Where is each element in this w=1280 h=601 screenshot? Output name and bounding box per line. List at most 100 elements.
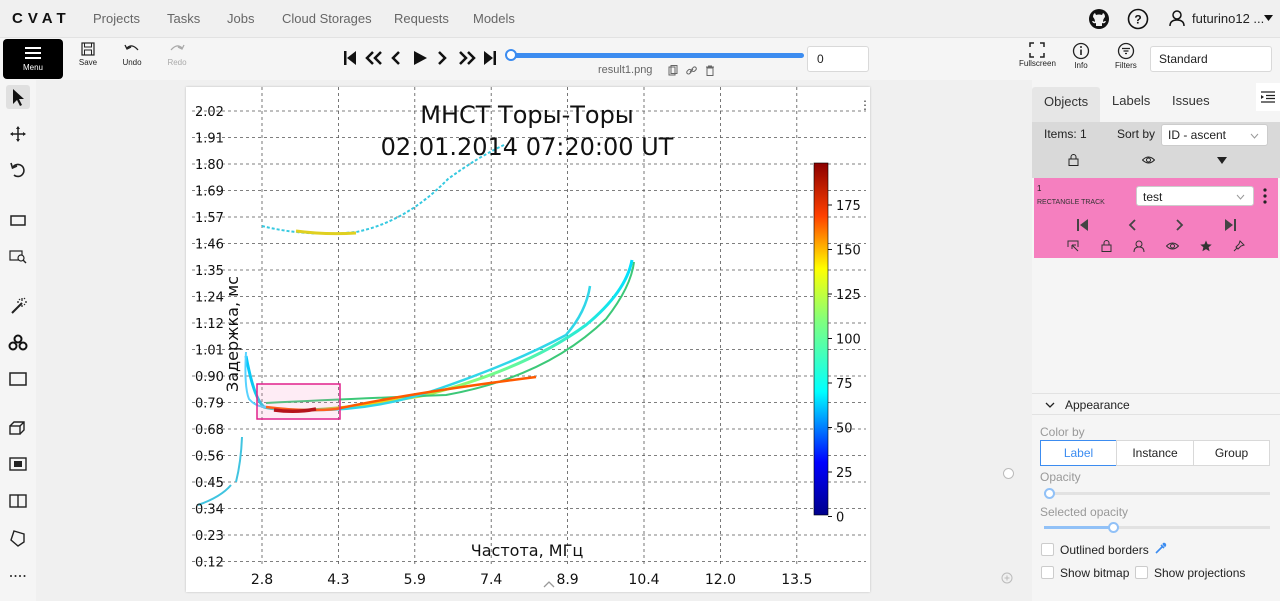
expand-panel-icon[interactable] — [541, 578, 557, 590]
first-frame-icon[interactable] — [343, 50, 357, 66]
next-keyframe-icon[interactable] — [1176, 219, 1184, 231]
move-tool[interactable] — [6, 122, 30, 146]
color-picker-icon[interactable] — [1154, 542, 1167, 555]
user-menu-caret-icon[interactable] — [1264, 15, 1273, 21]
visibility-icon[interactable] — [1166, 241, 1179, 251]
setup-tag-tool[interactable] — [6, 452, 30, 476]
next-frame-icon[interactable] — [436, 50, 448, 66]
split-track-tool[interactable] — [6, 489, 30, 513]
hamburger-icon — [25, 47, 41, 59]
nav-requests[interactable]: Requests — [394, 11, 449, 26]
sort-select[interactable]: ID - ascent — [1161, 124, 1268, 146]
magic-wand-tool[interactable] — [6, 294, 30, 318]
object-menu-icon[interactable] — [1262, 188, 1268, 204]
fit-image-tool[interactable] — [6, 208, 30, 232]
object-label-select[interactable]: test — [1136, 186, 1254, 206]
cvat-logo[interactable]: CVAT — [12, 10, 71, 27]
chevron-down-icon — [1236, 194, 1245, 200]
nav-projects[interactable]: Projects — [93, 11, 140, 26]
username[interactable]: futurino12 ... — [1192, 11, 1265, 26]
lock-icon[interactable] — [1101, 240, 1112, 252]
pin-icon[interactable] — [1233, 240, 1245, 252]
zoom-slider-handle[interactable] — [1003, 468, 1014, 479]
play-icon[interactable] — [412, 50, 428, 66]
frame-slider-handle[interactable] — [505, 49, 517, 61]
opacity-label: Opacity — [1040, 470, 1081, 484]
cursor-tool[interactable] — [6, 85, 30, 109]
nav-jobs[interactable]: Jobs — [227, 11, 255, 26]
zoom-in-icon[interactable] — [1001, 572, 1013, 584]
collapse-sidebar-button[interactable] — [1256, 83, 1280, 111]
object-item[interactable]: 1 RECTANGLE TRACK test — [1034, 178, 1278, 258]
object-type: RECTANGLE TRACK — [1037, 199, 1105, 206]
fast-forward-icon[interactable] — [457, 50, 477, 66]
link-icon[interactable] — [686, 65, 697, 76]
save-button[interactable]: Save — [70, 42, 106, 67]
color-by-label-option[interactable]: Label — [1040, 440, 1117, 466]
info-button[interactable]: Info — [1072, 42, 1090, 70]
zoom-region-tool[interactable] — [6, 244, 30, 268]
colorbar-tick-label: 125 — [836, 288, 861, 303]
color-by-group-option[interactable]: Group — [1193, 440, 1270, 466]
nav-models[interactable]: Models — [473, 11, 515, 26]
outside-icon[interactable] — [1067, 240, 1079, 252]
prev-keyframe-icon[interactable] — [1128, 219, 1136, 231]
redo-button[interactable]: Redo — [159, 42, 195, 67]
draw-cuboid-tool[interactable] — [6, 416, 30, 440]
lock-all-icon[interactable] — [1068, 154, 1079, 166]
x-tick-label: 7.4 — [480, 572, 502, 588]
selected-opacity-handle[interactable] — [1108, 522, 1119, 533]
menu-button[interactable]: Menu — [3, 39, 63, 79]
sort-value: ID - ascent — [1168, 128, 1227, 142]
fast-backward-icon[interactable] — [364, 50, 384, 66]
help-icon[interactable]: ? — [1127, 8, 1149, 30]
more-tools[interactable] — [6, 564, 30, 588]
selected-opacity-slider[interactable] — [1044, 526, 1270, 529]
color-by-instance-option[interactable]: Instance — [1116, 440, 1194, 466]
previous-frame-icon[interactable] — [390, 50, 402, 66]
appearance-header[interactable]: Appearance — [1032, 393, 1280, 415]
workspace-select[interactable]: Standard — [1150, 46, 1272, 72]
fullscreen-button[interactable]: Fullscreen — [1019, 42, 1056, 68]
occluded-icon[interactable] — [1133, 240, 1145, 252]
colorbar-tick-label: 25 — [836, 466, 853, 481]
last-keyframe-icon[interactable] — [1225, 219, 1236, 231]
annotation-rectangle[interactable] — [256, 383, 341, 420]
tab-objects[interactable]: Objects — [1032, 87, 1101, 122]
outlined-borders-checkbox[interactable] — [1041, 543, 1054, 556]
opacity-slider[interactable] — [1044, 492, 1270, 495]
eye-all-icon[interactable] — [1142, 155, 1155, 165]
undo-label: Undo — [122, 58, 142, 67]
filters-button[interactable]: Filters — [1115, 42, 1137, 70]
opacity-slider-handle[interactable] — [1044, 488, 1055, 499]
svg-text:?: ? — [1134, 13, 1141, 27]
y-tick-label: 1.12 — [195, 317, 224, 332]
frame-slider[interactable] — [509, 53, 804, 58]
star-icon[interactable] — [1200, 240, 1212, 252]
delete-frame-icon[interactable] — [705, 65, 715, 76]
user-icon[interactable] — [1168, 9, 1186, 27]
rotate-tool[interactable] — [6, 158, 30, 182]
openvino-tool[interactable] — [6, 331, 30, 355]
object-label-value: test — [1143, 190, 1163, 204]
nav-cloud-storages[interactable]: Cloud Storages — [282, 11, 372, 26]
first-keyframe-icon[interactable] — [1077, 219, 1088, 231]
tab-issues[interactable]: Issues — [1172, 93, 1210, 108]
draw-rectangle-tool[interactable] — [6, 367, 30, 391]
redo-label: Redo — [167, 58, 187, 67]
nav-tasks[interactable]: Tasks — [167, 11, 201, 26]
show-projections-checkbox[interactable] — [1135, 566, 1148, 579]
github-icon[interactable] — [1088, 8, 1110, 30]
last-frame-icon[interactable] — [483, 50, 497, 66]
redo-icon — [170, 44, 185, 51]
collapse-all-icon[interactable] — [1217, 157, 1227, 164]
undo-button[interactable]: Undo — [114, 42, 150, 67]
tab-labels[interactable]: Labels — [1112, 93, 1151, 108]
show-bitmap-checkbox[interactable] — [1041, 566, 1054, 579]
copy-filename-icon[interactable] — [668, 65, 678, 76]
menu-label: Menu — [22, 63, 43, 72]
annotation-toolbar: Menu Save Undo Redo — [0, 38, 1280, 80]
frame-number-input[interactable]: 0 — [807, 46, 869, 72]
draw-polygon-tool[interactable] — [6, 526, 30, 550]
svg-text:⋮: ⋮ — [859, 98, 870, 112]
